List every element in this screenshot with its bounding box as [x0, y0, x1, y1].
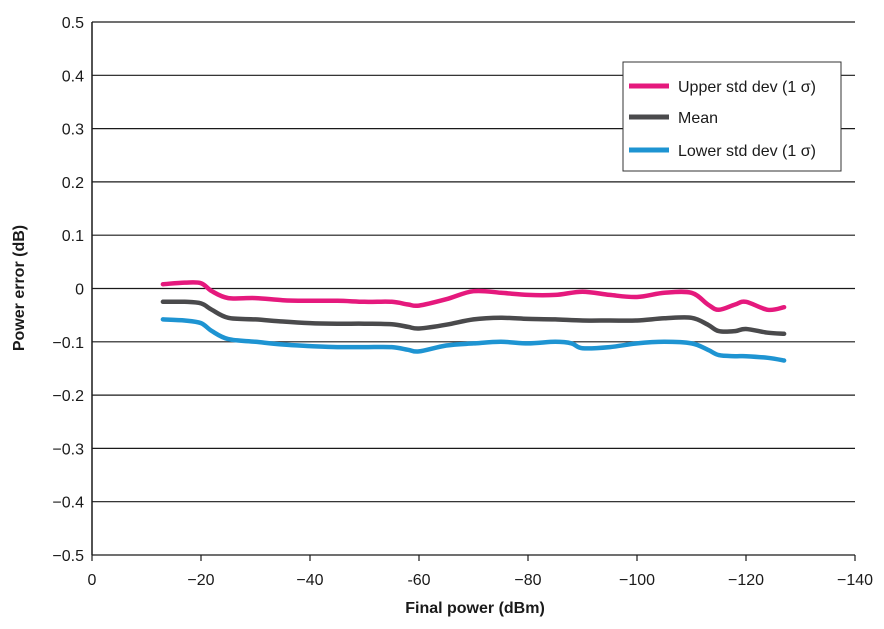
- y-axis-title: Power error (dB): [11, 225, 28, 351]
- y-tick-label: −0.3: [52, 441, 84, 458]
- y-tick-label: 0.2: [62, 175, 84, 192]
- y-tick-label: −0.1: [52, 335, 84, 352]
- legend-label-upper: Upper std dev (1 σ): [678, 79, 816, 96]
- legend: Upper std dev (1 σ) Mean Lower std dev (…: [622, 61, 842, 172]
- y-tick-label: 0.3: [62, 122, 84, 139]
- y-tick-label: 0.4: [62, 68, 84, 85]
- x-axis-title: Final power (dBm): [405, 600, 545, 617]
- x-tick-label: −100: [619, 572, 655, 589]
- tick-labels: 0.50.40.30.20.10−0.1−0.2−0.3−0.4−0.50 −20…: [52, 15, 873, 589]
- legend-label-mean: Mean: [678, 110, 718, 127]
- grid-lines: [92, 21, 855, 556]
- y-tick-label: 0: [75, 282, 84, 299]
- legend-label-lower: Lower std dev (1 σ): [678, 143, 816, 160]
- y-tick-label: 0.5: [62, 15, 84, 32]
- x-tick-label: -60: [407, 572, 430, 589]
- y-tick-label: 0.1: [62, 228, 84, 245]
- x-tick-label: −40: [296, 572, 323, 589]
- series-line-lower-std-dev: [160, 317, 787, 363]
- y-tick-label: −0.4: [52, 495, 84, 512]
- series-line-upper-std-dev: [160, 280, 787, 313]
- x-tick-label: −120: [728, 572, 764, 589]
- x-tick-label: −80: [514, 572, 541, 589]
- y-tick-label: −0.2: [52, 388, 84, 405]
- series-line-mean: [160, 299, 787, 337]
- x-tick-label: −140: [837, 572, 873, 589]
- series-lines: [160, 280, 787, 363]
- x-tick-label: −20: [187, 572, 214, 589]
- x-tick-label: 0: [88, 572, 97, 589]
- y-tick-label: −0.5: [52, 548, 84, 565]
